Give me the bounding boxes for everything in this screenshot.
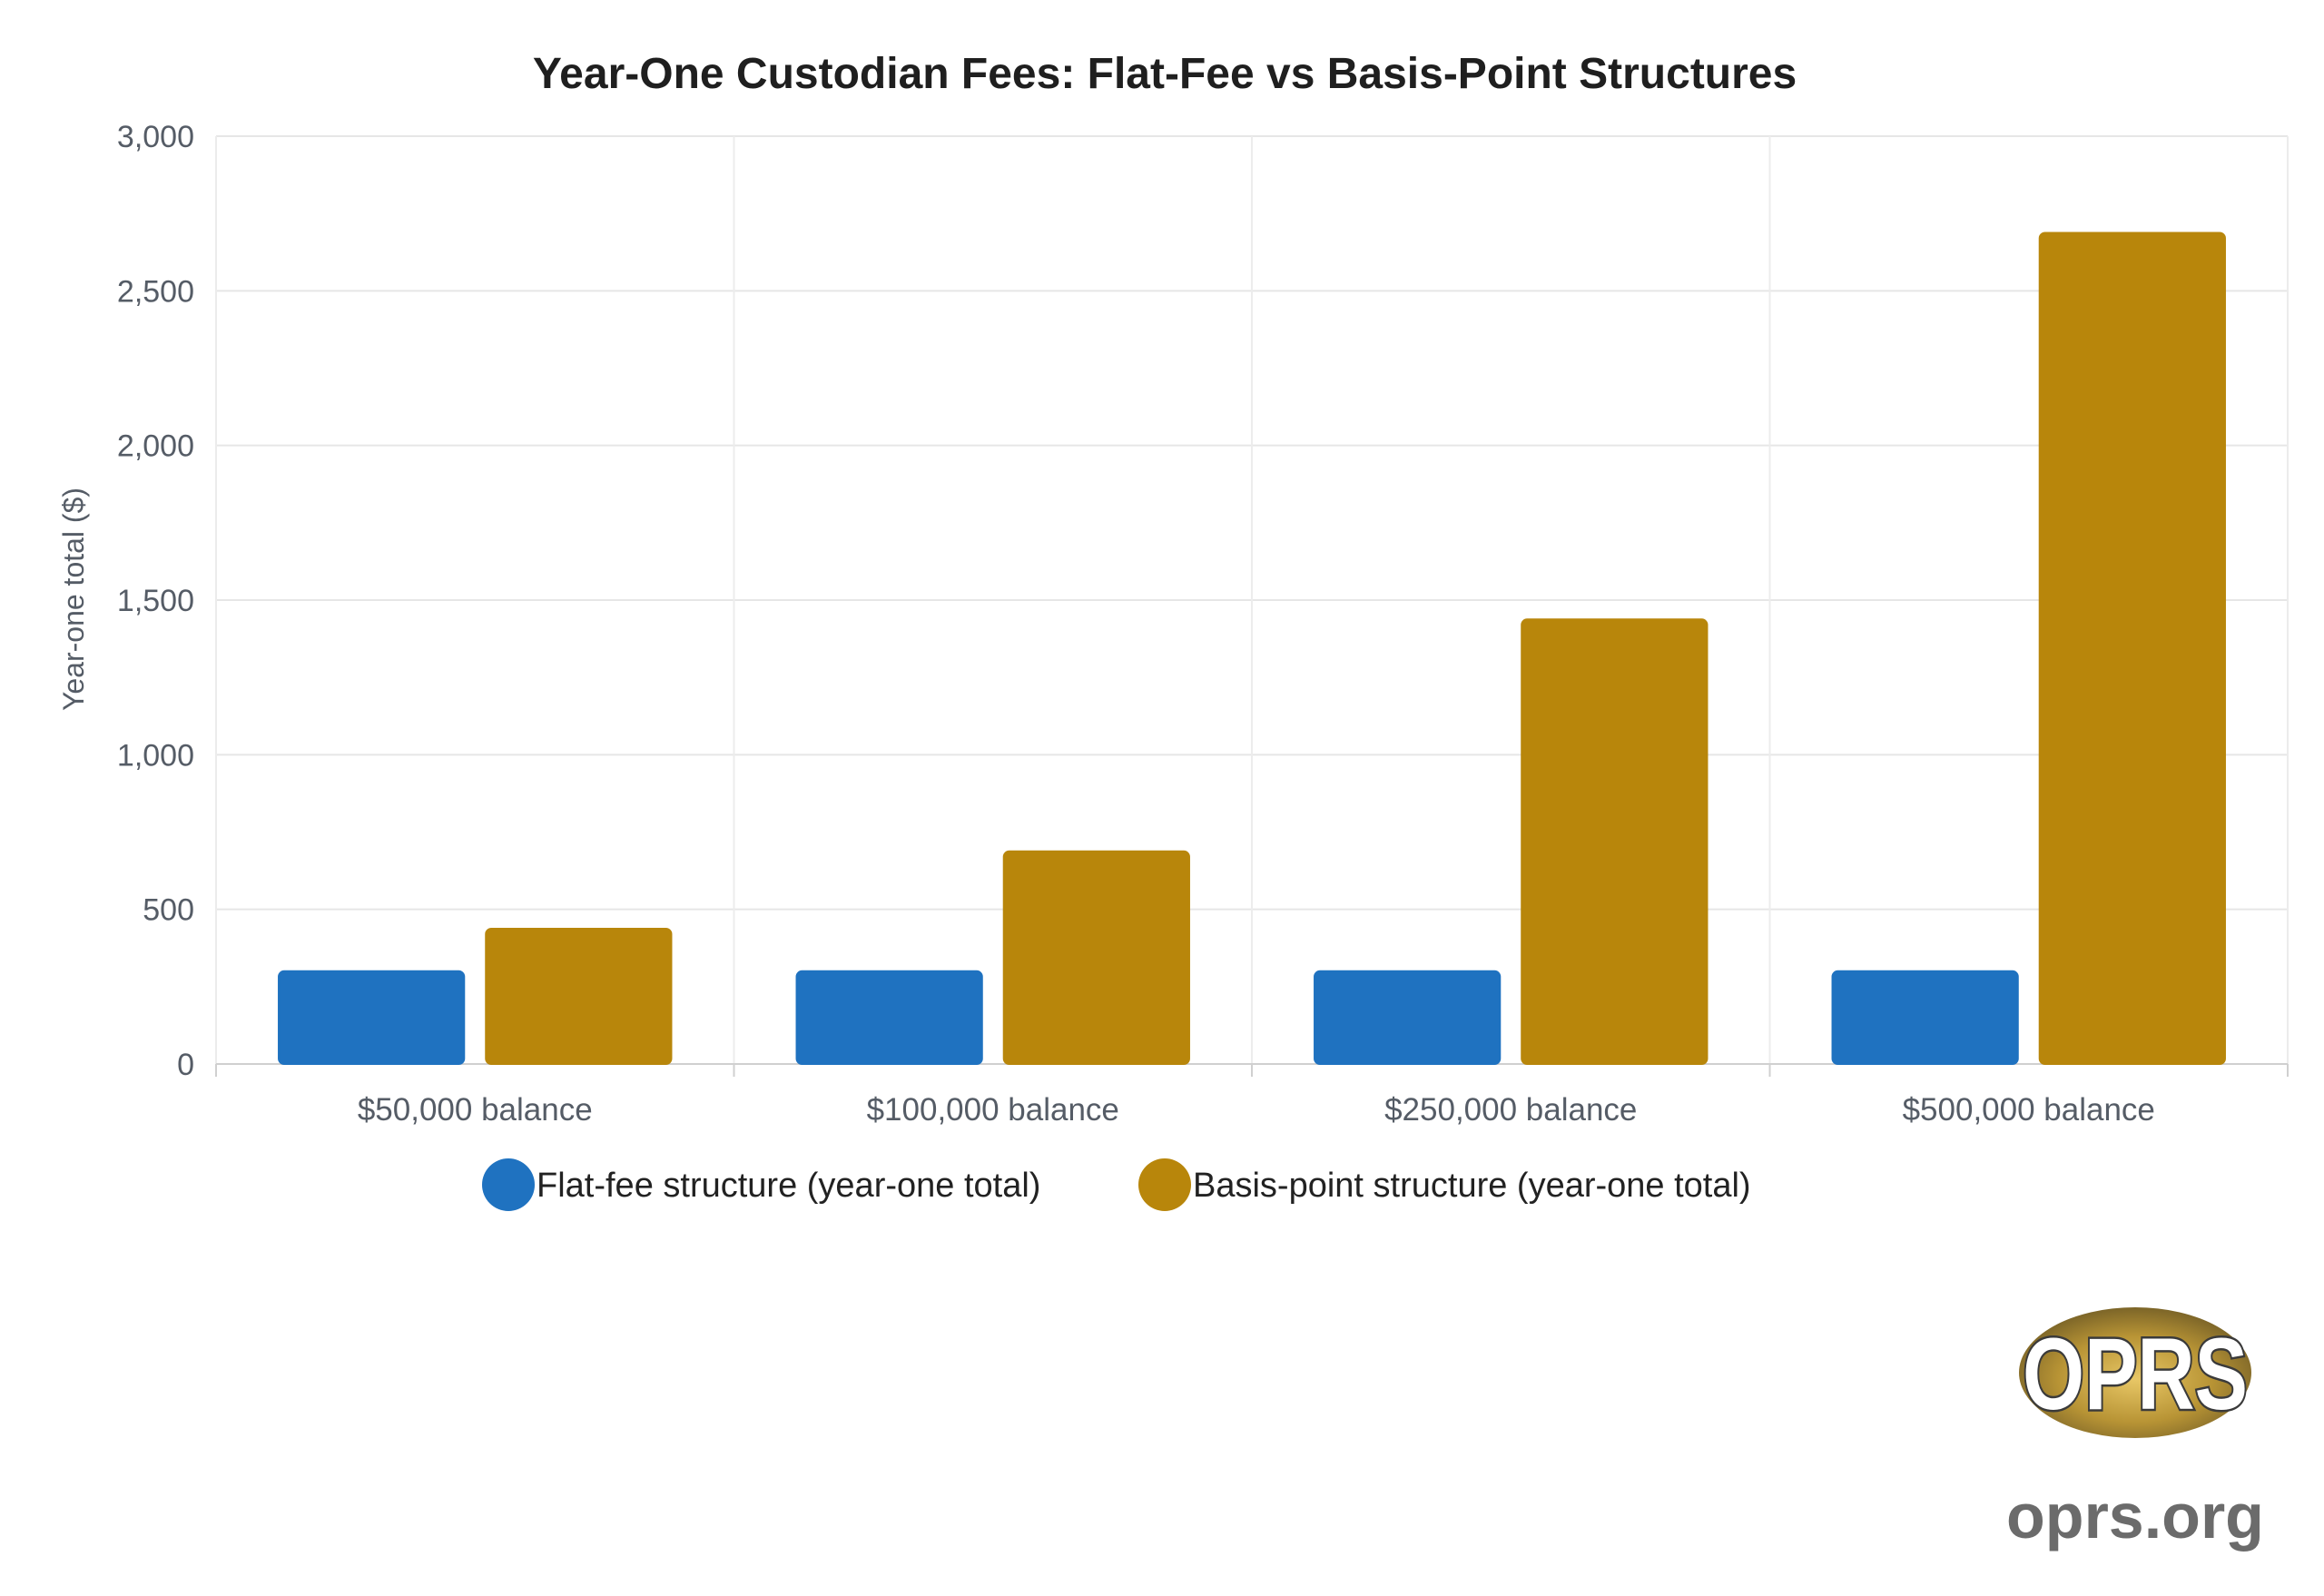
- y-tick-label: 0: [177, 1048, 194, 1082]
- x-tick-label: $100,000 balance: [867, 1092, 1119, 1128]
- y-tick-label: 2,000: [117, 429, 194, 464]
- bar-flat-fee: [1314, 970, 1502, 1066]
- x-tick-label: $500,000 balance: [1903, 1092, 2155, 1128]
- bar-basis-point: [485, 927, 673, 1065]
- bar-basis-point: [1002, 850, 1190, 1066]
- logo-text: OPRS: [2023, 1317, 2248, 1431]
- y-axis-title: Year-one total ($): [57, 488, 90, 711]
- bar-flat-fee: [795, 970, 983, 1066]
- bar-flat-fee: [1831, 970, 2019, 1066]
- y-tick-label: 2,500: [117, 274, 194, 309]
- x-tick-label: $50,000 balance: [358, 1092, 593, 1128]
- legend-swatch: [482, 1158, 535, 1211]
- bars: [278, 232, 2226, 1066]
- y-tick-label: 1,500: [117, 584, 194, 618]
- legend-label: Flat-fee structure (year-one total): [537, 1167, 1040, 1205]
- y-axis-ticks: 0 500 1,000 1,500 2,000 2,500 3,000: [117, 120, 194, 1082]
- x-axis-ticks: $50,000 balance $100,000 balance $250,000 …: [358, 1092, 2155, 1128]
- y-tick-label: 3,000: [117, 120, 194, 154]
- bar-basis-point: [2038, 232, 2226, 1066]
- y-tick-label: 500: [143, 893, 194, 928]
- bar-basis-point: [1521, 618, 1709, 1066]
- legend: Flat-fee structure (year-one total) Basis…: [482, 1158, 1751, 1211]
- x-tick-label: $250,000 balance: [1384, 1092, 1637, 1128]
- oprs-logo: OPRS: [2019, 1307, 2251, 1438]
- legend-swatch: [1138, 1158, 1191, 1211]
- legend-label: Basis-point structure (year-one total): [1193, 1167, 1751, 1205]
- y-tick-label: 1,000: [117, 738, 194, 773]
- site-url: oprs.org: [2006, 1481, 2264, 1552]
- logo-emblem: [2019, 1307, 2251, 1438]
- bar-flat-fee: [278, 970, 466, 1066]
- chart-title: Year-One Custodian Fees: Flat-Fee vs Bas…: [533, 50, 1797, 98]
